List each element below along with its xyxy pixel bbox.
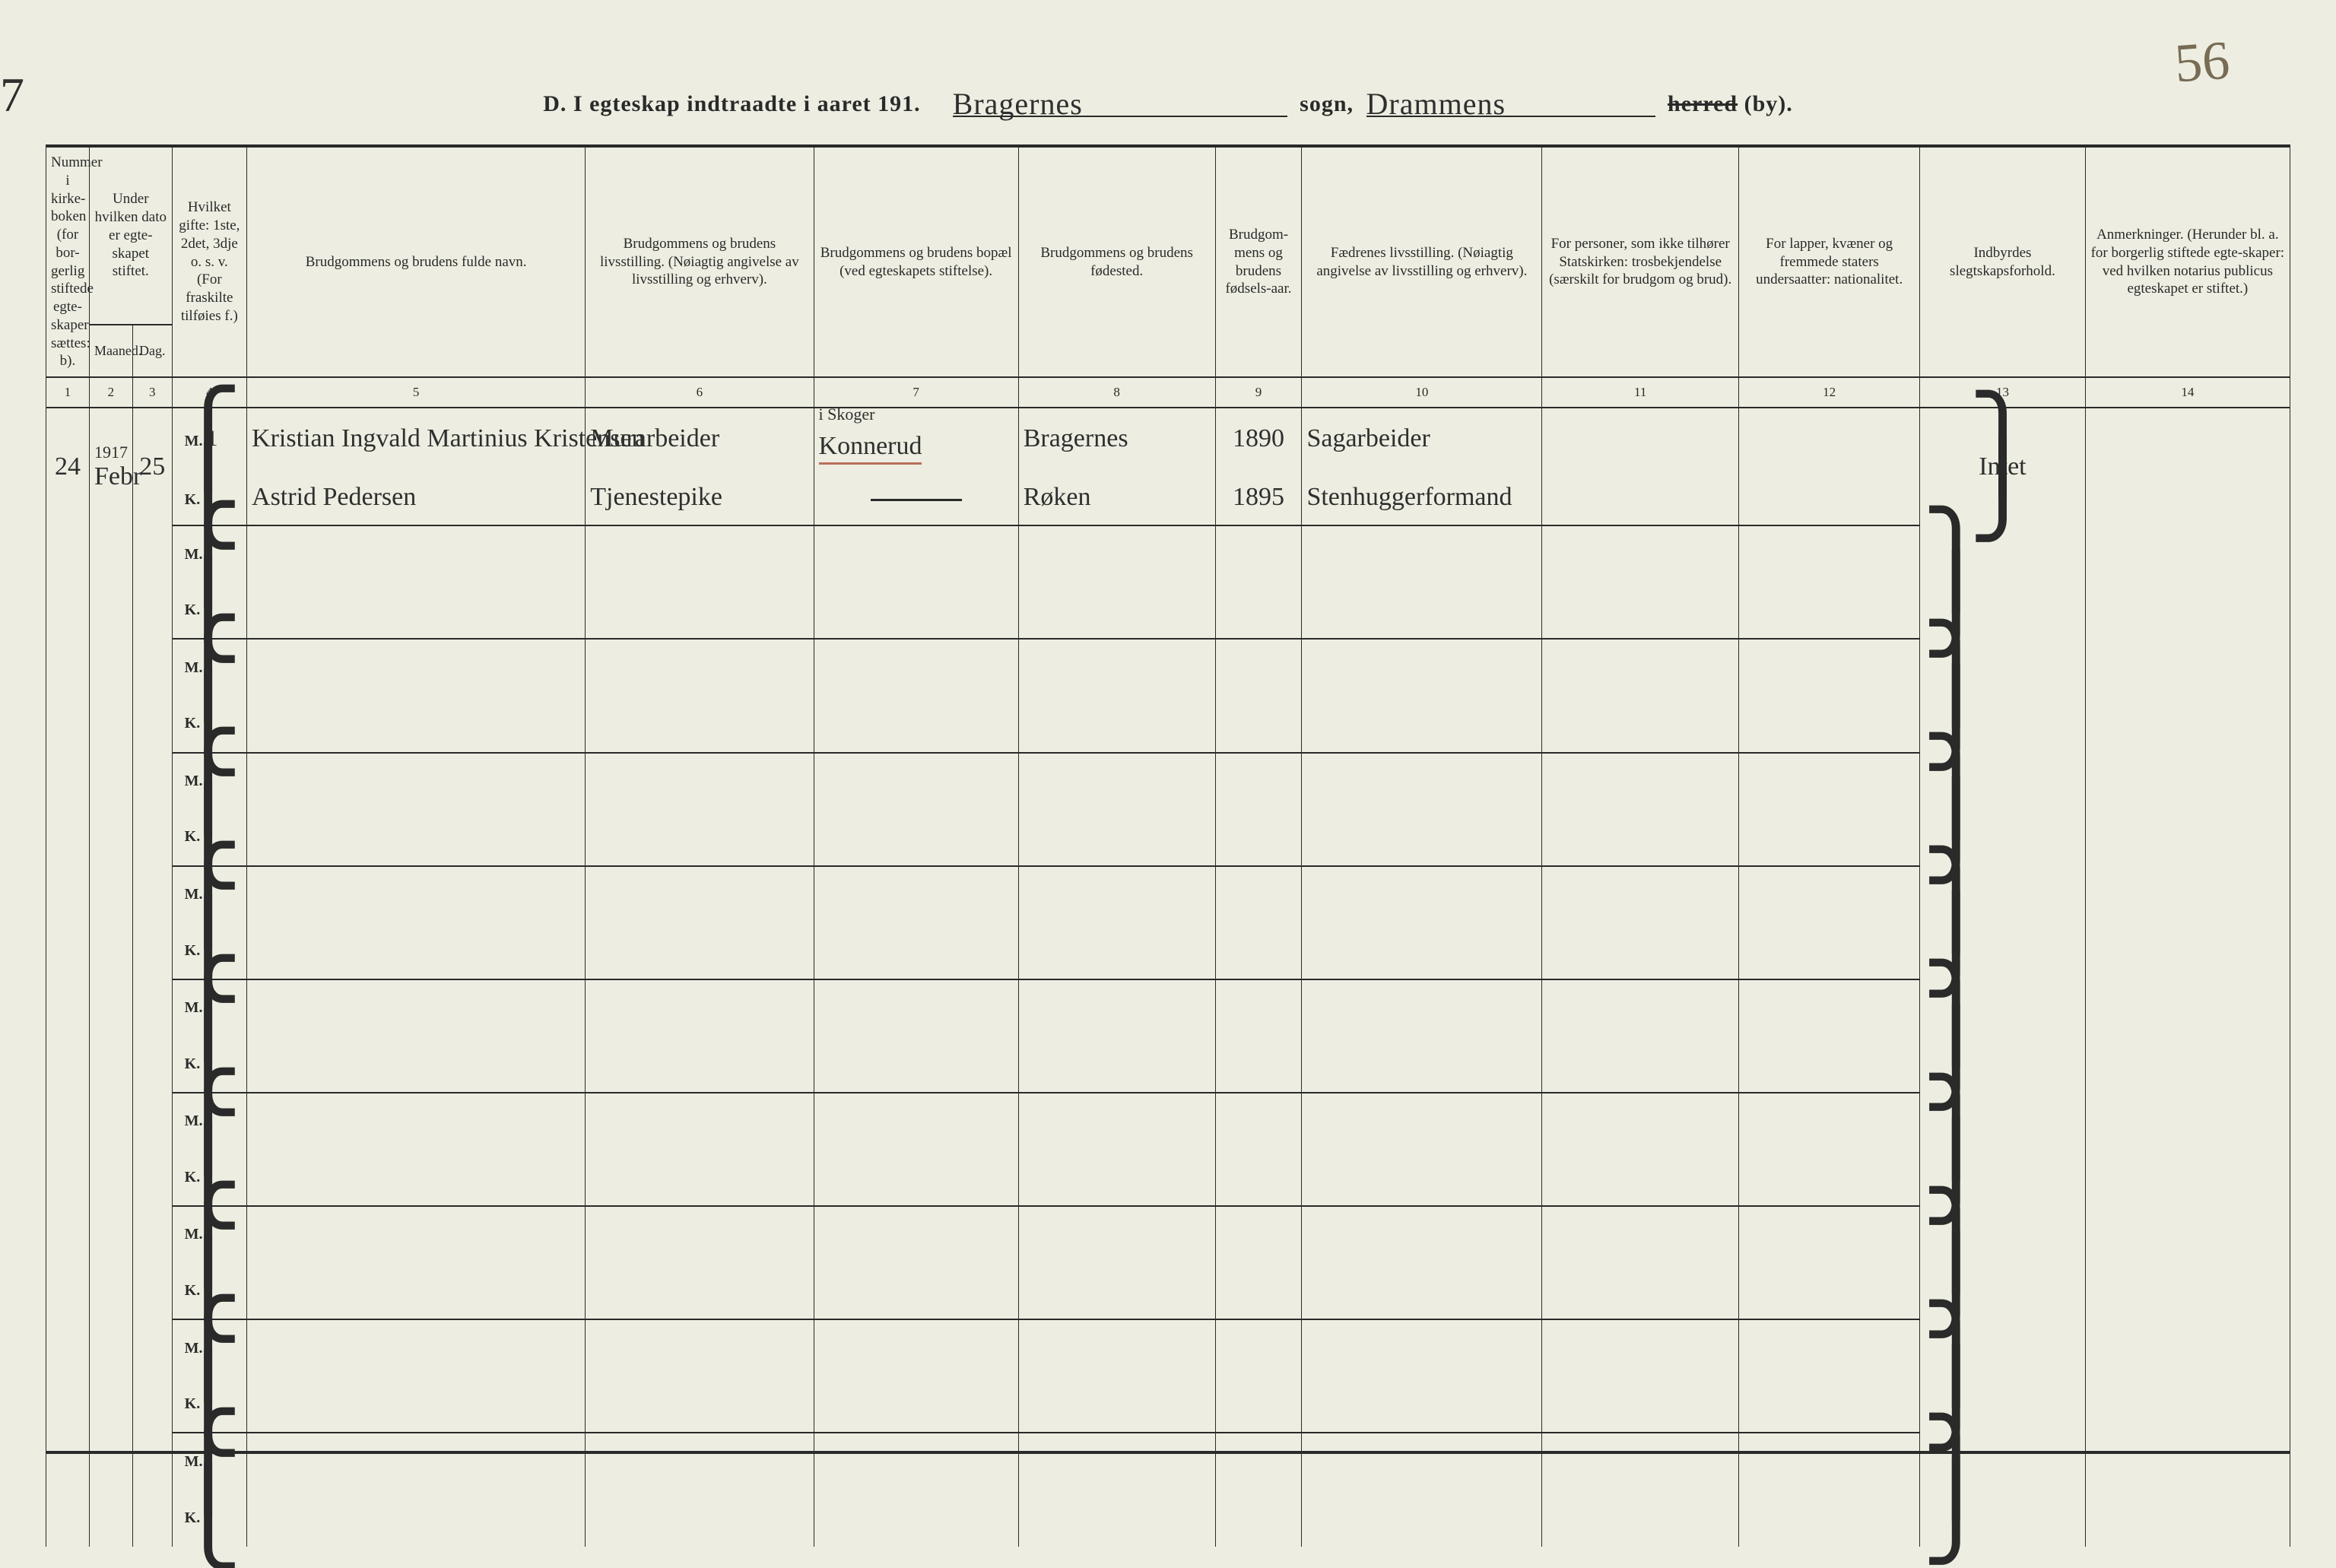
header-row: Nummer i kirke-boken (for bor-gerlig sti… xyxy=(46,148,2290,325)
empty-row: ⎧ M. ⎫⎭ xyxy=(46,1433,2290,1490)
col-2-sub: Maaned. xyxy=(89,325,132,377)
dash-icon xyxy=(871,499,962,501)
right-brace-icon: ⎫⎭ xyxy=(1922,421,2083,513)
empty-row: ⎧ M. ⎫⎭ xyxy=(46,1093,2290,1150)
empty-row: ⎧ M. ⎫⎭ xyxy=(46,866,2290,923)
entry-number: 24 xyxy=(55,452,81,481)
bride-aar-cell: 1895 xyxy=(1215,469,1302,526)
col-12-header: For lapper, kvæner og fremmede staters u… xyxy=(1739,148,1920,377)
groom-faedre: Sagarbeider xyxy=(1306,424,1430,452)
colnum-12: 12 xyxy=(1739,377,1920,408)
herred-strike: herred xyxy=(1668,91,1738,116)
bride-c11 xyxy=(1542,469,1739,526)
col-3-sub: Dag. xyxy=(132,325,172,377)
bride-c12 xyxy=(1739,469,1920,526)
bride-name-cell: Astrid Pedersen xyxy=(247,469,586,526)
col-13-header: Indbyrdes slegtskapsforhold. xyxy=(1920,148,2085,377)
col-6-header: Brudgommens og brudens livsstilling. (Nø… xyxy=(586,148,814,377)
entry-month: Febr xyxy=(94,462,128,491)
col-1-header: Nummer i kirke-boken (for bor-gerlig sti… xyxy=(46,148,90,377)
colnum-6: 6 xyxy=(586,377,814,408)
groom-bopael: Konnerud xyxy=(819,432,922,465)
groom-aar-cell: 1890 xyxy=(1215,408,1302,469)
bride-livs: Tjenestepike xyxy=(590,483,722,511)
groom-fodested-cell: Bragernes xyxy=(1018,408,1215,469)
title-pre: I egteskap indtraadte i aaret 191 xyxy=(573,91,914,116)
entry-c14 xyxy=(2085,408,2290,525)
groom-livs-cell: Murarbeider xyxy=(586,408,814,469)
year-last-digit: 7 xyxy=(0,67,25,123)
groom-aar: 1890 xyxy=(1233,424,1284,452)
empty-row: ⎧ M. ⎫⎭ xyxy=(46,639,2290,696)
groom-bopael-cell: i Skoger Konnerud xyxy=(814,408,1018,469)
col-5-header: Brudgommens og brudens fulde navn. xyxy=(247,148,586,377)
entry-day: 25 xyxy=(139,452,165,481)
empty-row: ⎧ M. ⎫⎭ xyxy=(46,753,2290,810)
sogn-value: Bragernes xyxy=(953,86,1083,122)
form-header: D. I egteskap indtraadte i aaret 1917. B… xyxy=(0,91,2336,117)
entry-year-above: 1917 xyxy=(94,443,128,462)
colnum-9: 9 xyxy=(1215,377,1302,408)
empty-row: ⎧ M. ⎫⎭ xyxy=(46,1319,2290,1376)
colnum-3: 3 xyxy=(132,377,172,408)
col-11-header: For personer, som ikke tilhører Statskir… xyxy=(1542,148,1739,377)
colnum-5: 5 xyxy=(247,377,586,408)
section-letter: D. xyxy=(543,91,567,116)
colnum-1: 1 xyxy=(46,377,90,408)
entry-row-groom: 24 1917 Febr 25 ⎧ M. 1 Kristian Ingvald xyxy=(46,408,2290,469)
col-10-header: Fædrenes livsstilling. (Nøiagtig angivel… xyxy=(1302,148,1542,377)
col-14-header: Anmerkninger. (Herunder bl. a. for borge… xyxy=(2085,148,2290,377)
bride-fodested: Røken xyxy=(1024,483,1091,511)
col-4-header: Hvilket gifte: 1ste, 2det, 3dje o. s. v.… xyxy=(172,148,246,377)
bride-bopael-cell xyxy=(814,469,1018,526)
groom-livs: Murarbeider xyxy=(590,424,719,452)
empty-row: ⎧ M. ⎫⎭ xyxy=(46,1206,2290,1263)
colnum-2: 2 xyxy=(89,377,132,408)
colnum-8: 8 xyxy=(1018,377,1215,408)
groom-name: Kristian Ingvald Martinius Kristensen xyxy=(252,424,645,452)
colnum-10: 10 xyxy=(1302,377,1542,408)
column-number-row: 1 2 3 4 5 6 7 8 9 10 11 12 13 14 xyxy=(46,377,2290,408)
ledger-table-wrap: Nummer i kirke-boken (for bor-gerlig sti… xyxy=(46,144,2290,1454)
groom-bopael-sup: i Skoger xyxy=(819,405,875,424)
bride-fodested-cell: Røken xyxy=(1018,469,1215,526)
ledger-page: 56 D. I egteskap indtraadte i aaret 1917… xyxy=(0,0,2336,1515)
groom-fodested: Bragernes xyxy=(1024,424,1128,452)
empty-row: ⎧ M. ⎫⎭ xyxy=(46,525,2290,582)
bride-faedre-cell: Stenhuggerformand xyxy=(1302,469,1542,526)
col-2-3-header: Under hvilken dato er egte-skapet stifte… xyxy=(89,148,172,325)
bride-livs-cell: Tjenestepike xyxy=(586,469,814,526)
sogn-label: sogn, xyxy=(1300,91,1354,116)
bride-name: Astrid Pedersen xyxy=(252,483,416,511)
entry-number-cell: 24 xyxy=(46,408,90,525)
by-label: (by). xyxy=(1744,91,1793,116)
col-8-header: Brudgommens og brudens fødested. xyxy=(1018,148,1215,377)
colnum-7: 7 xyxy=(814,377,1018,408)
col-9-header: Brudgom-mens og brudens fødsels-aar. xyxy=(1215,148,1302,377)
groom-name-cell: Kristian Ingvald Martinius Kristensen xyxy=(247,408,586,469)
ledger-table: Nummer i kirke-boken (for bor-gerlig sti… xyxy=(46,148,2290,1547)
entry-month-cell: 1917 Febr xyxy=(89,408,132,525)
col-7-header: Brudgommens og brudens bopæl (ved egtesk… xyxy=(814,148,1018,377)
herred-value: Drammens xyxy=(1366,86,1506,122)
empty-row: ⎧ M. ⎫⎭ xyxy=(46,979,2290,1036)
groom-c11 xyxy=(1542,408,1739,469)
bride-aar: 1895 xyxy=(1233,483,1284,511)
groom-c12 xyxy=(1739,408,1920,469)
colnum-11: 11 xyxy=(1542,377,1739,408)
colnum-14: 14 xyxy=(2085,377,2290,408)
groom-faedre-cell: Sagarbeider xyxy=(1302,408,1542,469)
page-number-handwritten: 56 xyxy=(2173,29,2232,96)
bride-faedre: Stenhuggerformand xyxy=(1306,483,1512,511)
